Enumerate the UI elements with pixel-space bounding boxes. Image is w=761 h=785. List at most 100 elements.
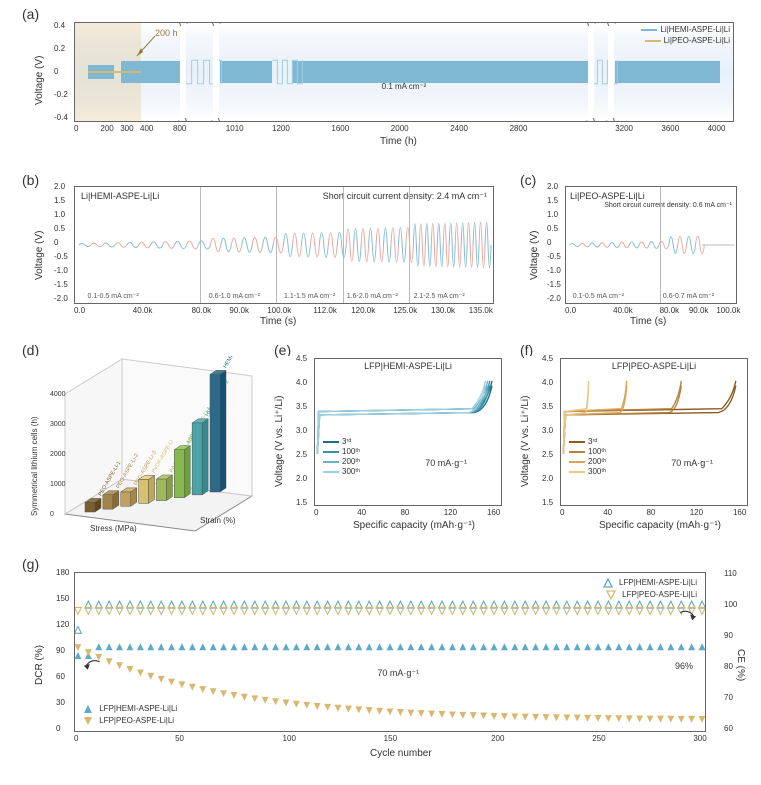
panel-b-range: 0.6-1.0 mA cm⁻² xyxy=(209,292,260,300)
panel-g-legend-bottom: LFP|HEMI-ASPE-Li|Li LFP|PEO-ASPE-Li|Li xyxy=(83,703,177,727)
panel-b-frame: Li|HEMI-ASPE-Li|Li Short circuit current… xyxy=(74,186,494,304)
legend-text: Li|PEO-ASPE-Li|Li xyxy=(664,36,730,45)
ytick: 2.0 xyxy=(54,182,65,191)
legend-text: 3ʳᵈ xyxy=(588,437,597,446)
legend-text: 300ᵗʰ xyxy=(342,467,360,476)
xtick: 0 xyxy=(560,508,564,517)
xtick: 135.0k xyxy=(469,306,493,315)
panel-a-break-1 xyxy=(180,22,186,122)
ytick: 1.0 xyxy=(54,210,65,219)
triangle-up-filled-icon xyxy=(83,704,93,714)
svg-text:3000: 3000 xyxy=(50,421,66,428)
xtick: 3200 xyxy=(615,124,633,133)
panel-a-legend: Li|HEMI-ASPE-Li|Li Li|PEO-ASPE-Li|Li xyxy=(641,24,730,46)
panel-b-range: 2.1-2.5 mA cm⁻² xyxy=(414,292,465,300)
ytick: 100 xyxy=(724,600,737,609)
legend-row: LFP|HEMI-ASPE-Li|Li xyxy=(83,703,177,715)
xtick: 40 xyxy=(357,508,366,517)
xtick: 250 xyxy=(592,734,605,743)
xtick: 2400 xyxy=(450,124,468,133)
panel-label-g: (g) xyxy=(22,556,39,572)
svg-text:0: 0 xyxy=(50,511,54,518)
xtick: 120 xyxy=(690,508,703,517)
panel-f-legend: 3ʳᵈ 100ᵗʰ 200ᵗʰ 300ᵗʰ xyxy=(569,437,606,477)
panel-b-range: 1.1-1.5 mA cm⁻² xyxy=(284,292,335,300)
panel-d-stress-label: Stress (MPa) xyxy=(90,524,137,533)
panel-g-ylabel-left: DCR (%) xyxy=(34,600,45,730)
legend-row: 100ᵗʰ xyxy=(569,447,606,457)
legend-row: 3ʳᵈ xyxy=(569,437,606,447)
panel-label-a: (a) xyxy=(22,6,39,22)
svg-text:2000: 2000 xyxy=(50,451,66,458)
ytick: 80 xyxy=(724,662,733,671)
ytick: 30 xyxy=(56,698,65,707)
panel-g-frame: 70 mA·g⁻¹ 96% LFP|HEMI-ASPE-Li|Li LFP|PE… xyxy=(74,572,706,732)
ytick: 2.5 xyxy=(296,450,307,459)
panel-b-range: 0.1-0.5 mA cm⁻² xyxy=(88,292,139,300)
panel-b-range: 1.6-2.0 mA cm⁻² xyxy=(347,292,398,300)
legend-text: LFP|HEMI-ASPE-Li|Li xyxy=(99,704,177,713)
legend-row: Li|HEMI-ASPE-Li|Li xyxy=(641,24,730,35)
legend-row: 300ᵗʰ xyxy=(323,467,360,477)
panel-b-xlabel: Time (s) xyxy=(260,316,296,327)
panel-label-c: (c) xyxy=(520,172,536,188)
xtick: 160 xyxy=(733,508,746,517)
legend-text: 200ᵗʰ xyxy=(342,457,360,466)
ytick: -2.0 xyxy=(547,294,561,303)
xtick: 0 xyxy=(314,508,318,517)
panel-e-xlabel: Specific capacity (mAh·g⁻¹) xyxy=(353,520,475,531)
ytick: 4.5 xyxy=(296,354,307,363)
ytick: 90 xyxy=(724,631,733,640)
ytick: 0.5 xyxy=(54,224,65,233)
xtick: 120.0k xyxy=(351,306,375,315)
xtick: 1600 xyxy=(331,124,349,133)
figure-page: (a) Voltage (V) xyxy=(0,0,761,785)
panel-e-rate: 70 mA·g⁻¹ xyxy=(425,458,467,469)
legend-row: 100ᵗʰ xyxy=(323,447,360,457)
svg-text:1000: 1000 xyxy=(50,481,66,488)
xtick: 100.0k xyxy=(267,306,291,315)
xtick: 40.0k xyxy=(133,306,153,315)
panel-c-range: 0.6-0.7 mA cm⁻² xyxy=(663,292,714,300)
panel-c: Voltage (V) Li|PEO-ASPE-Li|Li Short circ… xyxy=(535,186,743,326)
ytick: 60 xyxy=(724,724,733,733)
panel-f-rate: 70 mA·g⁻¹ xyxy=(671,458,713,469)
xtick: 150 xyxy=(384,734,397,743)
panel-f-svg xyxy=(561,359,747,505)
ytick: -2.0 xyxy=(54,294,68,303)
xtick: 0.0 xyxy=(565,306,576,315)
ytick: 4.5 xyxy=(542,354,553,363)
xtick: 100.0k xyxy=(716,306,740,315)
panel-a: Voltage (V) 200 h xyxy=(40,20,740,148)
legend-text: 100ᵗʰ xyxy=(342,447,360,456)
ytick: 60 xyxy=(56,672,65,681)
panel-d: PEO-ASPE-Li-1PEO-ASPE-Li-2PEO-ASPE-Li-3P… xyxy=(30,356,260,536)
ytick: 3.0 xyxy=(296,426,307,435)
ytick: -1.0 xyxy=(54,266,68,275)
xtick: 100 xyxy=(283,734,296,743)
panel-e-legend: 3ʳᵈ 100ᵗʰ 200ᵗʰ 300ᵗʰ xyxy=(323,437,360,477)
panel-a-break-3 xyxy=(588,22,594,122)
xtick: 200 xyxy=(100,124,113,133)
panel-b: Voltage (V) Li|HEMI-ASPE-Li|Li Short cir… xyxy=(40,186,500,326)
xtick: 200 xyxy=(491,734,504,743)
legend-row: LFP|PEO-ASPE-Li|Li xyxy=(603,589,697,601)
ytick: -0.2 xyxy=(54,90,68,99)
panel-a-break-4 xyxy=(608,22,614,122)
panel-e-svg xyxy=(315,359,501,505)
panel-a-peo-trace xyxy=(88,71,141,73)
ytick: 180 xyxy=(56,568,69,577)
legend-text: 100ᵗʰ xyxy=(588,447,606,456)
xtick: 80 xyxy=(646,508,655,517)
ytick: 3.0 xyxy=(542,426,553,435)
ytick: 2.0 xyxy=(296,474,307,483)
ytick: 2.0 xyxy=(547,182,558,191)
xtick: 300 xyxy=(693,734,706,743)
xtick: 400 xyxy=(140,124,153,133)
xtick: 90.0k xyxy=(689,306,709,315)
panel-e: Voltage (V vs. Li⁺/Li) LFP|HEMI-ASPE-Li|… xyxy=(278,356,508,536)
ytick: 110 xyxy=(724,569,737,578)
panel-a-stepwave xyxy=(75,23,733,121)
ytick: 1.5 xyxy=(547,196,558,205)
legend-row: LFP|HEMI-ASPE-Li|Li xyxy=(603,577,697,589)
